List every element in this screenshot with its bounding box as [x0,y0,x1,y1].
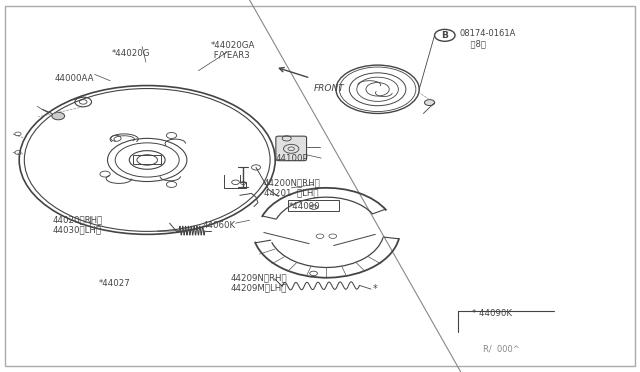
Text: *44027: *44027 [99,279,131,288]
Text: 44100P: 44100P [275,154,308,163]
Text: B: B [442,31,448,40]
Text: 08174-0161A
    〈8〉: 08174-0161A 〈8〉 [460,29,516,48]
Text: 44060K: 44060K [202,221,236,230]
Text: FRONT: FRONT [314,84,344,93]
Text: * 44090K: * 44090K [472,309,512,318]
Text: *44090: *44090 [289,202,321,211]
Text: 44200N〈RH〉
44201  〈LH〉: 44200N〈RH〉 44201 〈LH〉 [264,178,321,198]
Text: *44020G: *44020G [112,49,150,58]
Circle shape [52,112,65,120]
Text: 44000AA: 44000AA [54,74,94,83]
Text: *: * [372,284,377,294]
Text: *44020GA
 F/YEAR3: *44020GA F/YEAR3 [211,41,255,60]
Circle shape [424,100,435,106]
FancyBboxPatch shape [276,136,307,161]
Text: R/  000^: R/ 000^ [483,344,520,353]
Text: 44209N〈RH〉
44209M〈LH〉: 44209N〈RH〉 44209M〈LH〉 [230,273,287,292]
Text: 44020〈RH〉
44030〈LH〉: 44020〈RH〉 44030〈LH〉 [52,215,103,235]
